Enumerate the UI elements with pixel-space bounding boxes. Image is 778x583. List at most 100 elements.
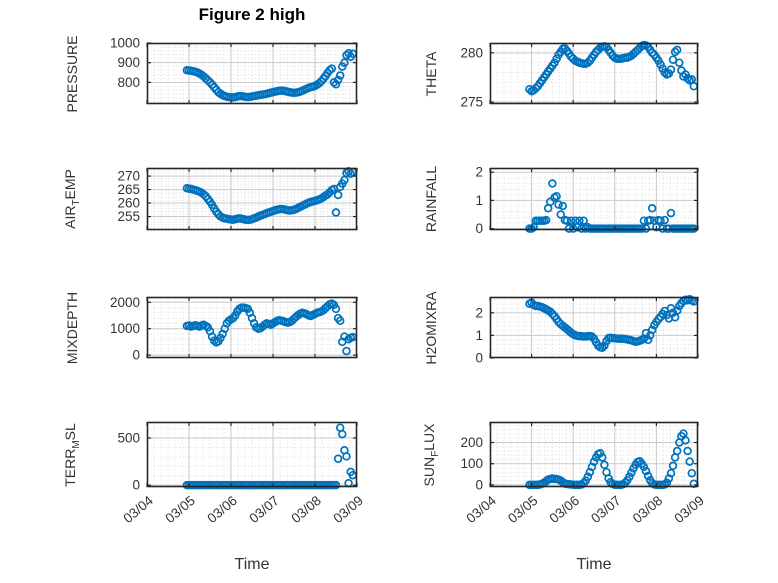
y-tick-labels: 800 900 1000 [110,36,140,90]
subplot-sunflux: 0 100 200 03/04 03/05 03/06 03/07 03/08 03/09 SU… [421,421,707,526]
y-tick-labels: 0 500 [117,431,140,493]
x-tick-label: 03/06 [204,493,240,526]
data-points [182,48,358,102]
plot-area: 0 1 2 [475,165,699,236]
minor-grid [490,297,698,358]
y-tick-labels: 0 1 2 [475,165,483,236]
x-tick-label: 03/05 [162,493,198,526]
data-points [525,179,699,233]
figure-title: Figure 2 high [198,5,306,24]
x-axis-label-right: Time [576,556,612,573]
y-axis-label-rainfall: RAINFALL [423,165,439,233]
x-tick-label: 03/07 [246,493,282,526]
plot-area: 0 1000 2000 [110,295,358,363]
axis-box [489,42,699,105]
y-tick-label: 255 [117,209,140,224]
tick-marks [146,422,358,487]
x-tick-label: 03/08 [630,493,666,526]
y-tick-label: 2000 [110,295,140,310]
x-tick-label: 03/04 [463,493,499,527]
tick-marks [489,297,699,359]
y-tick-label: 500 [117,431,140,446]
y-axis-label-h2omixra: H2OMIXRA [423,290,439,365]
y-tick-labels: 0 100 200 [460,435,483,492]
y-tick-label: 0 [132,348,140,363]
subplot-h2omixra: 0 1 2 H2OMIXRA [423,291,699,366]
y-tick-label: 270 [117,169,140,184]
data-points [525,40,699,96]
major-grid [147,297,357,358]
y-tick-label: 200 [460,435,483,450]
plot-area: 0 100 200 03/04 03/05 03/06 03/07 03/08 03/09 [460,421,707,526]
y-tick-label: 800 [117,75,140,90]
y-tick-label: 900 [117,55,140,70]
tick-marks [146,297,358,358]
subplot-airtemp: 255 260 265 270 AIRTEMP [62,166,358,231]
data-points [182,299,358,356]
subplot-mixdepth: 0 1000 2000 MIXDEPTH [64,291,358,364]
x-tick-labels: 03/04 03/05 03/06 03/07 03/08 03/09 [463,493,707,527]
x-tick-label: 03/07 [588,493,624,526]
y-tick-label: 100 [460,456,483,471]
subplot-theta: 275 280 THETA [423,40,699,110]
y-tick-label: 0 [475,351,483,366]
y-tick-labels: 275 280 [460,45,483,109]
y-axis-label-terrmsl: TERRMSL [62,422,82,487]
x-tick-label: 03/09 [671,493,707,526]
minor-grid [490,168,698,230]
x-axis-label-left: Time [234,556,270,573]
y-axis-label-mixdepth: MIXDEPTH [64,291,80,364]
data-points [182,423,358,490]
data-points [525,295,699,353]
plot-area: 275 280 [460,40,699,110]
y-tick-label: 260 [117,196,140,211]
axis-box [146,42,358,105]
plot-area: 0 1 2 [475,295,699,366]
y-tick-label: 265 [117,182,140,197]
x-tick-labels: 03/04 03/05 03/06 03/07 03/08 03/09 [120,493,366,527]
tick-marks [146,168,358,230]
y-axis-label-sunflux: SUNFLUX [421,423,441,486]
axis-box [146,296,358,359]
minor-grid [147,296,357,358]
y-tick-labels: 0 1 2 [475,305,483,365]
major-grid [490,168,698,230]
y-tick-label: 2 [475,165,483,180]
minor-grid [147,422,357,487]
x-tick-label: 03/06 [547,493,583,526]
axis-box [146,421,358,488]
tick-marks [489,43,699,104]
y-tick-label: 0 [475,477,483,492]
x-tick-label: 03/08 [288,493,324,526]
y-tick-label: 0 [475,221,483,236]
tick-marks [489,168,699,230]
y-tick-label: 2 [475,305,483,320]
data-points [182,166,358,225]
axis-box [489,421,699,488]
y-tick-label: 280 [460,45,483,60]
y-tick-label: 1 [475,193,483,208]
major-grid [490,43,698,104]
y-tick-labels: 0 1000 2000 [110,295,140,363]
plot-area: 0 500 03/04 03/05 03/06 03/07 03/08 03/09 [117,421,366,526]
x-tick-label: 03/05 [505,493,541,526]
plot-area: 800 900 1000 [110,36,358,105]
y-tick-label: 275 [460,95,483,110]
x-tick-label: 03/04 [120,493,156,527]
y-axis-label-airtemp: AIRTEMP [62,169,82,229]
tick-marks [146,42,358,104]
y-tick-label: 1 [475,328,483,343]
axis-box [146,167,358,231]
y-tick-label: 1000 [110,321,140,336]
y-tick-label: 1000 [110,36,140,51]
subplot-rainfall: 0 1 2 RAINFALL [423,165,699,236]
tick-marks [489,422,699,487]
subplot-terrmsl: 0 500 03/04 03/05 03/06 03/07 03/08 03/09 TERRM… [62,421,366,526]
axis-box [489,296,699,359]
y-axis-label-pressure: PRESSURE [64,34,80,113]
data-points [525,429,699,490]
y-axis-label-theta: THETA [423,51,439,96]
